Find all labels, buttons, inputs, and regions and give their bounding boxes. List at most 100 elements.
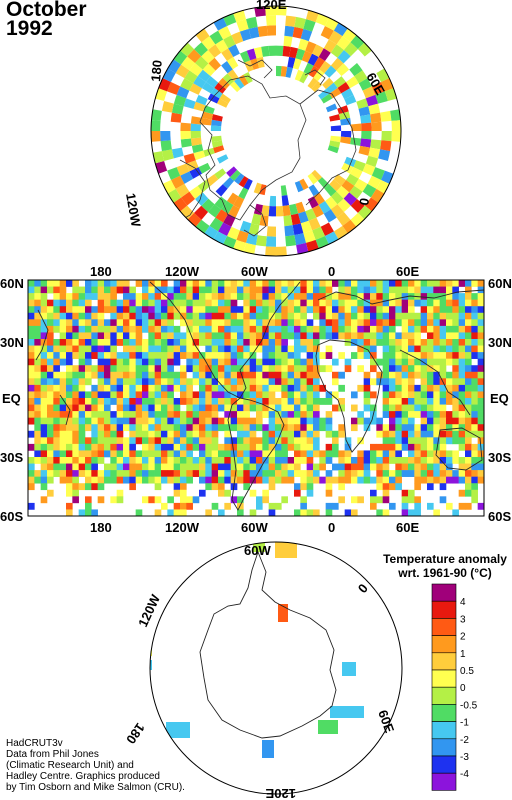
anomaly-cell [381,131,392,142]
anomaly-cell [336,63,350,77]
anomaly-cell [243,312,250,320]
anomaly-cell [193,150,206,161]
anomaly-cell [439,293,447,300]
anomaly-cell [401,398,409,405]
anomaly-cell [142,345,149,353]
anomaly-cell [66,509,73,516]
anomaly-cell [97,319,105,327]
anomaly-cell [333,174,346,186]
anomaly-cell [361,131,372,140]
anomaly-cell [192,299,200,307]
anomaly-cell [414,280,421,287]
anomaly-cell [306,470,314,477]
anomaly-cell [167,430,174,438]
anomaly-cell [237,365,244,373]
anomaly-cell [465,417,472,425]
anomaly-cell [249,358,257,366]
anomaly-cell [477,352,484,359]
anomaly-cell [28,312,35,320]
anomaly-cell [452,365,459,373]
anomaly-cell [186,299,193,307]
anomaly-cell [110,365,117,373]
anomaly-cell [66,391,73,399]
anomaly-cell [452,457,459,464]
anomaly-cell [306,339,314,346]
anomaly-cell [97,496,105,504]
anomaly-cell [268,391,276,399]
anomaly-cell [72,378,79,386]
anomaly-cell [123,286,130,294]
anomaly-cell [199,332,206,340]
anomaly-cell [336,211,351,226]
anomaly-cell [370,489,377,497]
anomaly-cell [249,280,257,287]
anomaly-cell [249,332,257,340]
anomaly-cell [268,45,276,57]
anomaly-cell [230,345,238,353]
anomaly-cell [303,230,316,243]
anomaly-cell [244,60,254,72]
anomaly-cell [408,325,415,333]
legend-swatch [431,704,457,722]
anomaly-cell [420,312,428,320]
anomaly-cell [395,411,402,418]
anomaly-cell [123,319,130,327]
anomaly-cell [129,371,136,379]
anomaly-cell [357,352,364,359]
anomaly-cell [59,306,67,314]
anomaly-cell [357,470,364,477]
anomaly-cell [477,293,484,300]
anomaly-cell [414,476,421,484]
anomaly-cell [345,76,359,89]
anomaly-cell [195,27,210,43]
anomaly-cell [85,470,92,477]
anomaly-cell [414,384,421,392]
anomaly-cell [85,332,92,340]
anomaly-cell [218,509,225,516]
anomaly-cell [110,332,117,340]
anomaly-cell [332,280,339,287]
anomaly-cell [161,280,168,287]
anomaly-cell [325,424,333,432]
anomaly-cell [465,358,472,366]
anomaly-cell [59,325,67,333]
anomaly-cell [357,205,373,221]
anomaly-cell [135,417,143,425]
anomaly-cell [325,443,333,451]
anomaly-cell [427,443,434,451]
anomaly-cell [135,437,143,445]
anomaly-cell [262,352,269,359]
anomaly-cell [205,424,212,432]
anomaly-cell [325,483,333,491]
anomaly-cell [257,25,268,37]
anomaly-cell [123,417,130,425]
anomaly-cell [192,312,200,320]
anomaly-cell [190,131,202,139]
anomaly-cell [211,293,219,300]
anomaly-cell [78,483,86,491]
anomaly-cell [218,476,225,484]
anomaly-cell [414,371,421,379]
anomaly-cell [227,226,240,240]
anomaly-cell [104,365,111,373]
anomaly-cell [224,345,231,353]
anomaly-cell [72,332,79,340]
anomaly-cell [116,424,124,432]
anomaly-cell [172,197,188,212]
anomaly-cell [142,398,149,405]
anomaly-cell [268,502,276,510]
anomaly-cell [218,384,225,392]
anomaly-cell [433,286,440,294]
anomaly-cell [439,398,447,405]
legend-title-line2: wrt. 1961-90 (°C) [398,566,492,580]
anomaly-cell [72,424,79,432]
anomaly-cell [205,299,212,307]
anomaly-cell [284,25,295,37]
anomaly-cell [325,411,333,418]
anomaly-cell [110,463,117,471]
anomaly-cell [380,110,392,122]
anomaly-cell [66,424,73,432]
anomaly-cell [338,371,345,379]
anomaly-cell [91,509,98,516]
anomaly-cell [230,365,238,373]
